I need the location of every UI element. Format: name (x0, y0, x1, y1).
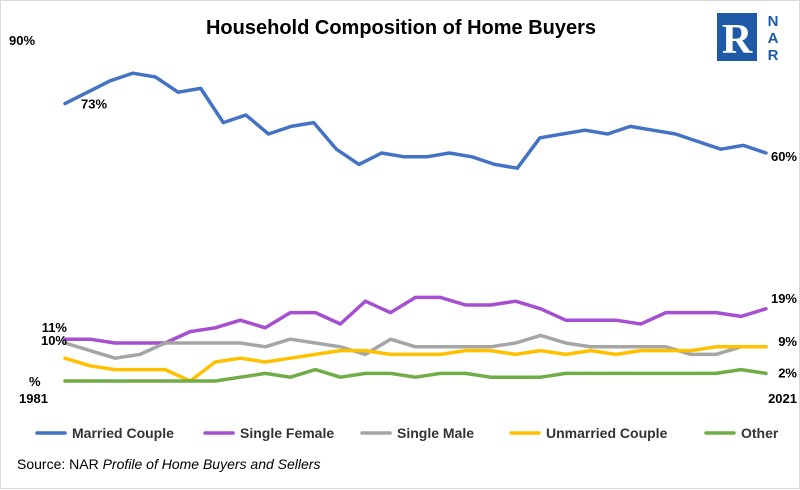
data-label-single-female-end: 19% (771, 291, 797, 306)
data-label-other-end: 2% (778, 365, 797, 380)
data-label-married-couple-end: 60% (771, 149, 797, 164)
legend-label-single-female: Single Female (240, 425, 334, 441)
data-labels: 73% 60% 11% 19% 10% 9% 2% (41, 97, 797, 381)
nar-logo-letter: R (768, 47, 779, 64)
nar-logo: R NAR (717, 13, 779, 64)
legend: Married Couple Single Female Single Male Un… (35, 425, 779, 441)
nar-logo-letter: A (768, 30, 779, 47)
nar-logo-r-glyph: R (722, 17, 753, 63)
nar-logo-r-block (717, 13, 757, 61)
data-label-single-male-start: 10% (41, 333, 67, 348)
x-axis-start-label: 1981 (19, 391, 48, 406)
x-axis-end-label: 2021 (768, 391, 797, 406)
series-line-other (63, 367, 768, 383)
nar-logo-letter: N (768, 13, 779, 30)
legend-label-married-couple: Married Couple (72, 425, 174, 441)
series-line-married-couple (63, 71, 768, 170)
source-note: Source: NAR Profile of Home Buyers and S… (17, 456, 320, 472)
legend-label-unmarried-couple: Unmarried Couple (546, 425, 668, 441)
plot-area (63, 71, 768, 383)
nar-logo-letters: NAR (768, 13, 779, 64)
series-line-single-female (63, 295, 768, 345)
y-axis-tick-max: 90% (9, 33, 35, 48)
chart-title: Household Composition of Home Buyers (206, 17, 596, 39)
source-prefix: Source: NAR (17, 456, 103, 472)
series-line-unmarried-couple (63, 345, 768, 383)
y-axis-tick-min: % (29, 374, 41, 389)
legend-label-single-male: Single Male (397, 425, 474, 441)
source-publication: Profile of Home Buyers and Sellers (102, 456, 321, 472)
data-label-single-female-start: 11% (42, 320, 68, 335)
data-label-single-male-end: 9% (778, 334, 797, 349)
series-line-single-male (63, 333, 768, 360)
data-label-married-couple-start: 73% (81, 97, 107, 112)
legend-label-other: Other (741, 425, 779, 441)
